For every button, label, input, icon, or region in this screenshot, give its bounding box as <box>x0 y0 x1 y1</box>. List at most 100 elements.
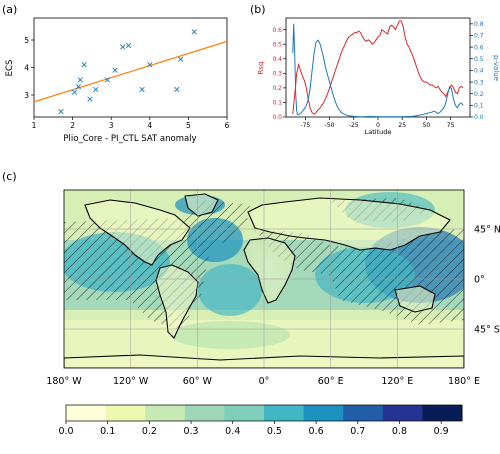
scatter-point <box>77 77 83 83</box>
y-tick-label-right-b: 0.7 <box>474 33 484 40</box>
y-tick-label-right-b: 0.6 <box>474 44 484 51</box>
series-rsq-line <box>292 20 464 115</box>
colorbar-tick-label: 0.4 <box>225 426 240 437</box>
lat-tick-label: 45° S <box>474 325 500 336</box>
africa-outline <box>243 237 296 304</box>
panel-label-c: (c) <box>2 170 17 183</box>
x-tick-label-b: -75 <box>300 122 310 129</box>
axes-frame-b <box>285 17 471 118</box>
y-axis-label-a: ECS <box>5 60 15 77</box>
colorbar-tick-label: 0.7 <box>350 426 365 437</box>
y-axis-label-right-b: p-value <box>492 55 500 81</box>
lon-tick-label: 180° W <box>46 376 82 387</box>
scatter-point <box>120 44 126 50</box>
y-tick-label-left-b: 0.6 <box>272 27 282 34</box>
y-tick-label-a: 4 <box>24 63 29 72</box>
x-tick-label-a: 6 <box>225 121 230 130</box>
x-tick-label-b: -25 <box>349 122 359 129</box>
colorbar-tick-label: 0.3 <box>183 426 198 437</box>
scatter-point <box>174 86 180 93</box>
colorbar-segment <box>224 405 265 421</box>
y-tick-label-left-b: 0.2 <box>272 85 282 92</box>
y-tick-label-left-b: 0.1 <box>272 100 282 107</box>
global-map: 180° W 120° W 60° W 0° 60° E 120° E 180° E 45°… <box>46 189 500 387</box>
colorbar-tick-label: 0.5 <box>267 426 282 437</box>
x-tick-label-b: 0 <box>376 122 380 129</box>
x-tick-label-b: 25 <box>398 122 406 129</box>
x-tick-label-b: 50 <box>423 122 431 129</box>
colorbar-segment <box>264 405 305 421</box>
y-tick-label-left-b: 0.0 <box>272 114 282 121</box>
colorbar-tick-label: 0.9 <box>434 426 449 437</box>
colorbar-segment <box>66 405 107 421</box>
colorbar-tick-label: 0.6 <box>309 426 324 437</box>
eurasia-outline <box>247 197 451 251</box>
y-tick-label-right-b: 0.8 <box>474 21 484 28</box>
fit-line <box>33 40 228 103</box>
australia-outline <box>394 285 436 313</box>
y-tick-label-left-b: 0.3 <box>272 71 282 78</box>
x-tick-label-b: 75 <box>447 122 455 129</box>
scatter-point <box>191 29 197 35</box>
scatter-point <box>125 42 132 49</box>
scatter-point <box>71 89 78 95</box>
x-tick-label-a: 1 <box>32 121 37 130</box>
y-tick-label-right-b: 0.2 <box>474 91 484 98</box>
lon-tick-label: 0° <box>259 376 270 387</box>
lat-tick-label: 0° <box>474 275 485 286</box>
scatter-point <box>139 86 145 93</box>
x-tick-label-a: 5 <box>186 121 191 130</box>
panel-label-a: (a) <box>2 3 18 16</box>
scatter-point <box>81 62 87 68</box>
y-tick-label-left-b: 0.5 <box>272 41 282 48</box>
y-tick-label-right-b: 0.4 <box>474 68 484 75</box>
south-america-outline <box>155 264 199 339</box>
x-tick-label-a: 2 <box>70 121 75 130</box>
scatter-point <box>87 96 93 102</box>
colorbar-tick-label: 0.1 <box>100 426 115 437</box>
map-gridlines <box>64 190 464 368</box>
colorbar-tick-label: 0.2 <box>142 426 157 437</box>
colorbar-segment <box>105 405 146 421</box>
x-tick-label-a: 3 <box>109 121 114 130</box>
y-tick-label-right-b: 0.0 <box>474 114 484 121</box>
colorbar-segment <box>184 405 225 421</box>
scatter-point <box>75 84 82 90</box>
lon-tick-label: 180° E <box>448 376 480 387</box>
colorbar-segment <box>145 405 186 421</box>
series-pvalue-line <box>292 23 464 118</box>
scatter-point <box>112 67 118 73</box>
y-tick-label-right-b: 0.5 <box>474 56 484 63</box>
greenland-outline <box>184 193 219 217</box>
x-tick-label-b: -50 <box>325 122 335 129</box>
colorbar: 0.0 0.1 0.2 0.3 0.4 0.5 0.6 0.7 0.8 0.9 <box>58 404 463 437</box>
lon-tick-label: 120° W <box>113 376 149 387</box>
lat-tick-label: 45° N <box>474 225 500 236</box>
y-axis-label-left-b: Rsq <box>257 62 265 75</box>
scatter-point <box>178 56 184 62</box>
axes-frame-a <box>33 17 228 118</box>
panel-label-b: (b) <box>250 3 266 16</box>
x-axis-label-a: Plio_Core - PI_CTL SAT anomaly <box>63 134 196 144</box>
y-tick-label-right-b: 0.1 <box>474 103 484 110</box>
atlantic-south-field <box>198 264 262 316</box>
colorbar-segment <box>422 405 463 421</box>
colorbar-tick-label: 0.8 <box>392 426 407 437</box>
north-america-outline <box>84 199 191 266</box>
colorbar-tick-label: 0.0 <box>58 426 73 437</box>
scatter-point <box>104 77 110 83</box>
y-tick-label-left-b: 0.4 <box>272 56 282 63</box>
y-tick-label-right-b: 0.3 <box>474 79 484 86</box>
scatter-point <box>147 62 153 68</box>
colorbar-segment <box>382 405 423 421</box>
scatter-plot: 1 2 3 4 5 6 3 4 5 Plio_Core - PI_CTL SAT anomal… <box>5 17 230 144</box>
colorbar-segment <box>343 405 384 421</box>
scatter-point <box>93 86 99 93</box>
y-tick-label-a: 3 <box>24 91 29 100</box>
lon-tick-label: 60° E <box>318 376 344 387</box>
lon-tick-label: 120° E <box>381 376 413 387</box>
colorbar-frame <box>65 404 463 422</box>
x-tick-label-a: 4 <box>147 121 152 130</box>
x-axis-label-b: Latitude <box>365 128 392 136</box>
